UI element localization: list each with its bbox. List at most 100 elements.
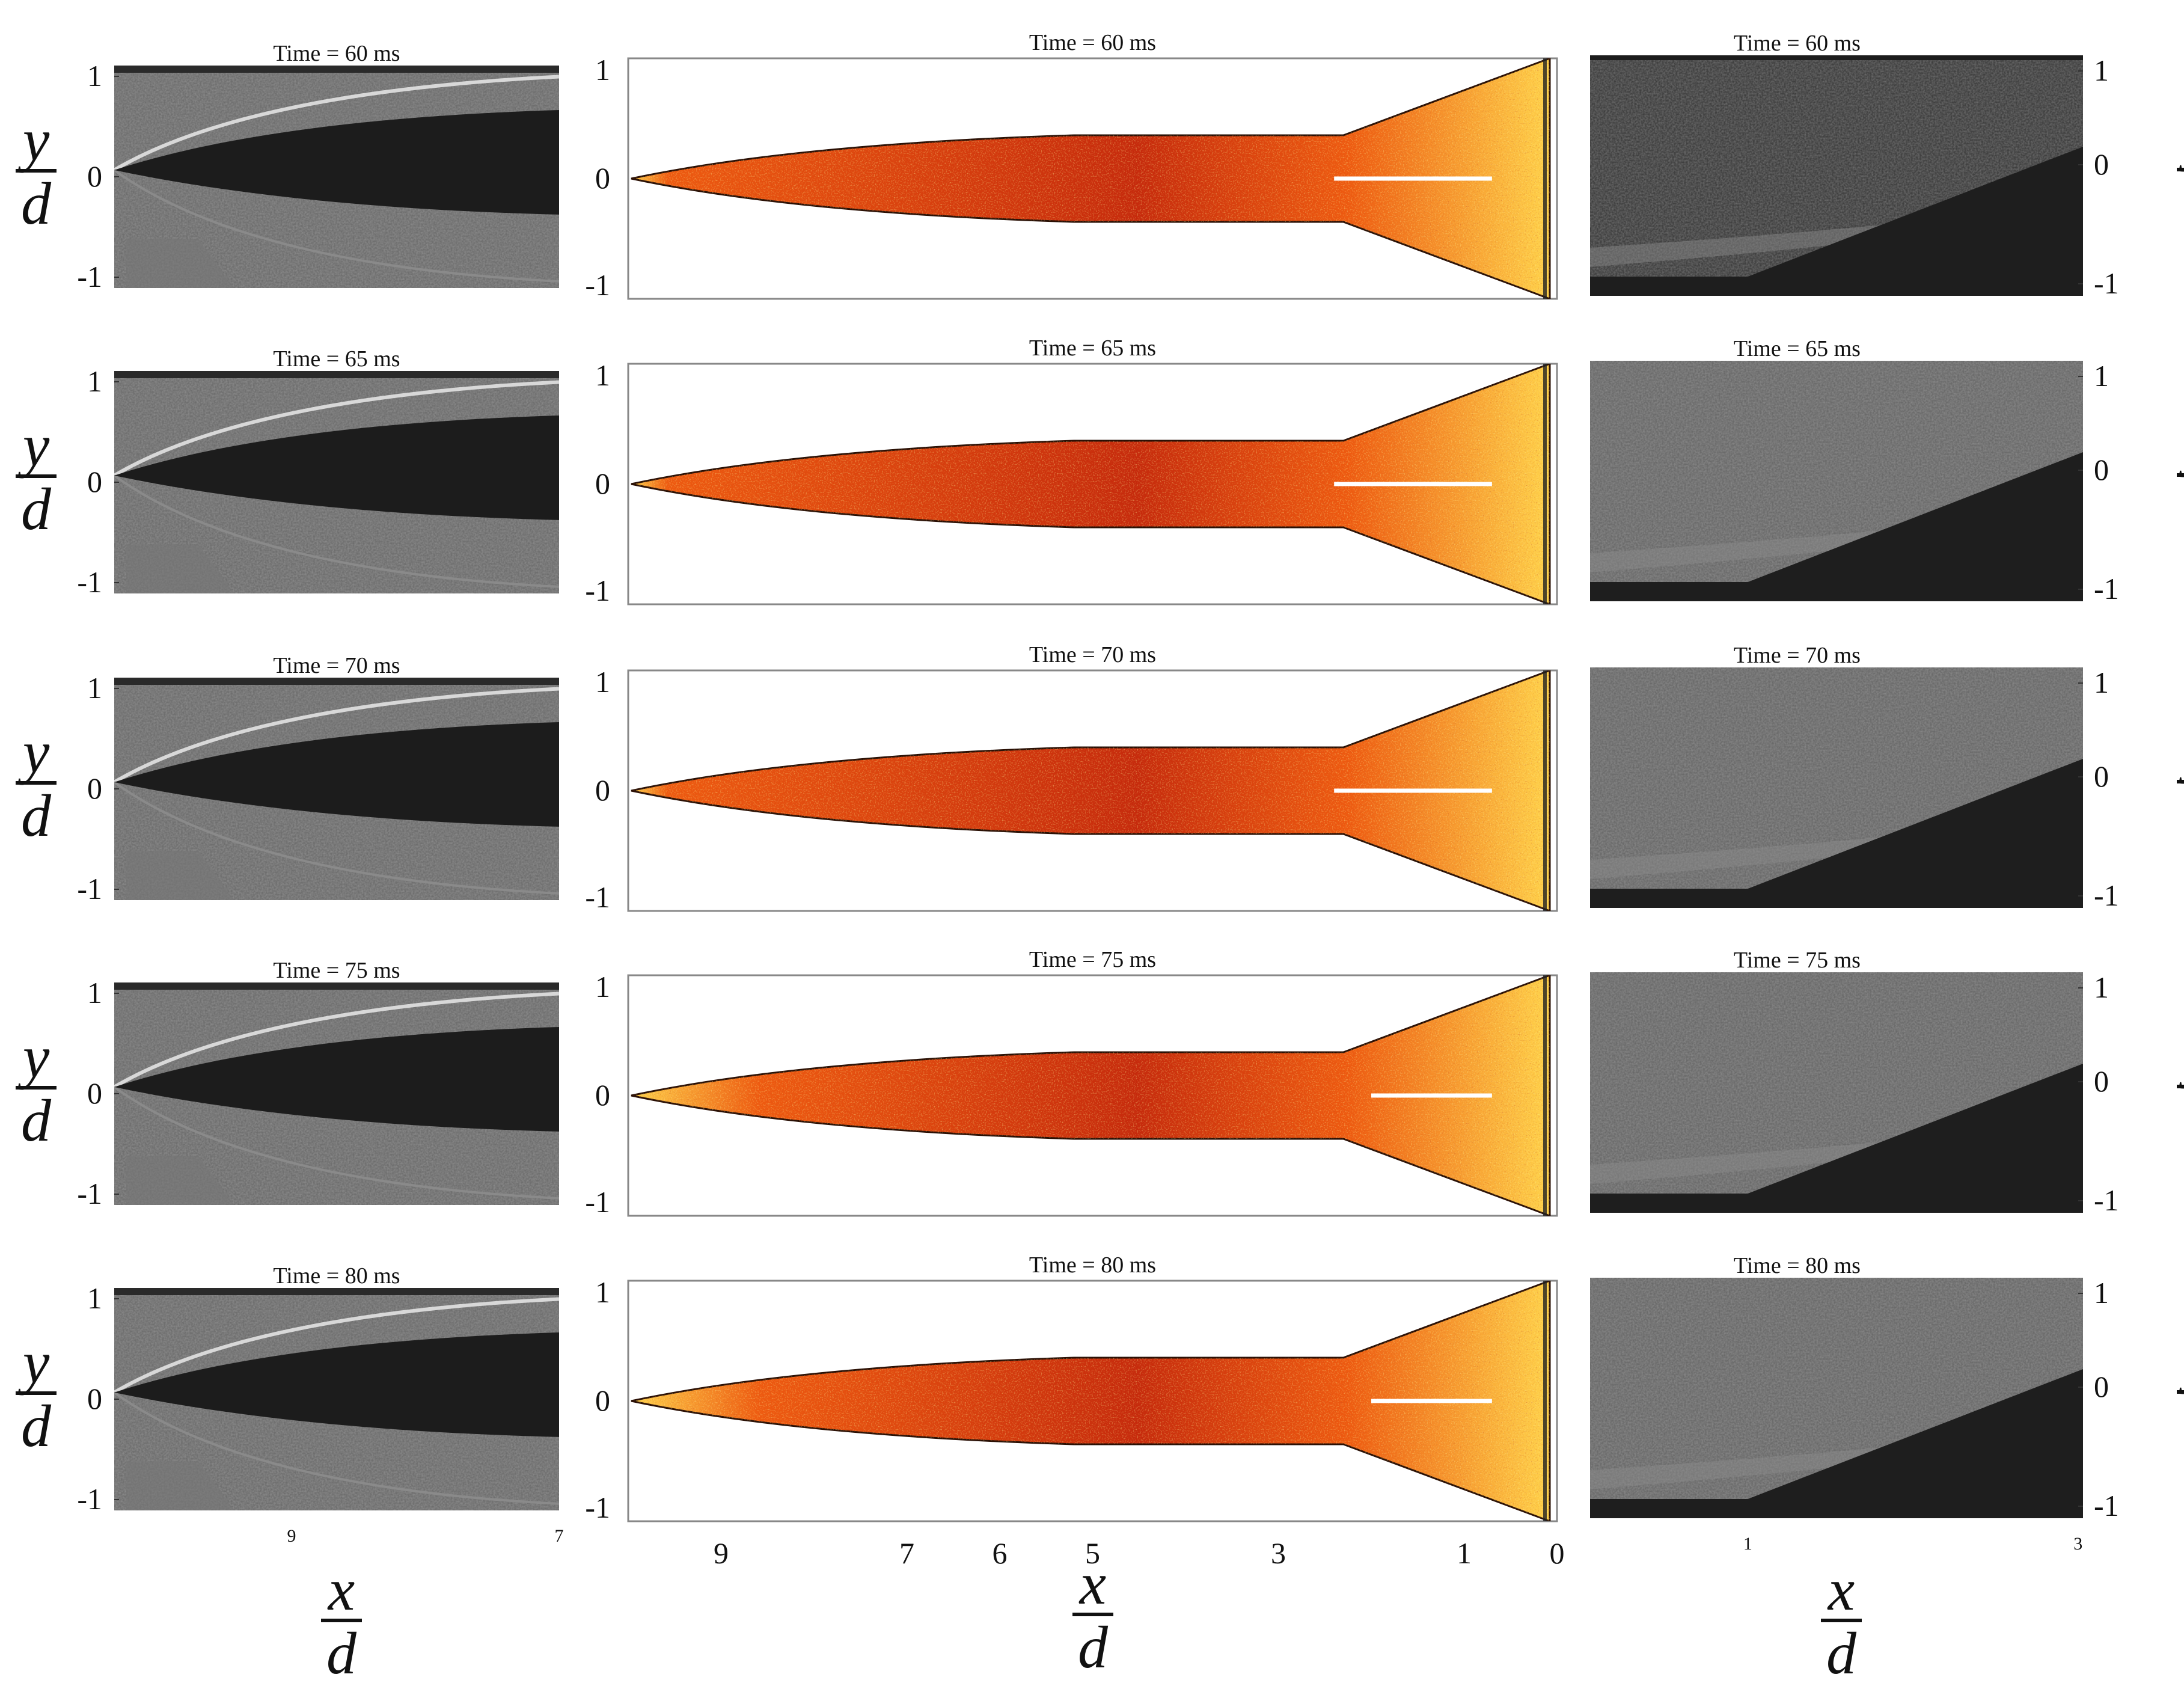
y-tick-label: 0 <box>87 1076 102 1110</box>
y-tick-label: -1 <box>2094 572 2119 605</box>
right-panel-4: Time = 80 ms 1 0 -1 yd 1 3 <box>1590 1253 2184 1554</box>
rocket-image <box>631 670 1551 911</box>
left-panel-image <box>114 1288 559 1510</box>
rocket-speckle-dark <box>631 670 1550 911</box>
y-axis-label-numerator: y <box>2179 1022 2184 1089</box>
top-dark-edge <box>114 66 559 73</box>
left-panel-image <box>114 982 559 1205</box>
y-tick-label: 0 <box>87 771 102 805</box>
y-tick-label: 0 <box>595 1384 610 1417</box>
y-axis-label-numerator: y <box>17 412 50 479</box>
y-axis-label-numerator: y <box>2179 105 2184 172</box>
x-tick-label: 0 <box>1550 1536 1565 1570</box>
y-tick-label: 1 <box>2094 666 2109 699</box>
shock-line-upper <box>114 380 559 477</box>
panel-title: Time = 80 ms <box>273 1263 400 1289</box>
y-tick-label: -1 <box>77 872 102 906</box>
panel-title: Time = 70 ms <box>273 653 400 678</box>
x-axis-label-middle: xd <box>1072 1550 1113 1681</box>
y-axis-label-numerator: y <box>17 1329 50 1396</box>
y-tick-label: 1 <box>595 665 610 699</box>
rocket-speckle-dark <box>631 58 1550 299</box>
y-tick-label: -1 <box>585 1491 610 1524</box>
y-tick-label: 1 <box>87 59 102 93</box>
y-tick-label: 1 <box>595 970 610 1004</box>
y-axis-label-denominator: d <box>21 1087 52 1154</box>
texture-patch <box>126 239 234 288</box>
y-axis-label: yd <box>16 1329 57 1459</box>
y-axis-label-numerator: y <box>17 719 50 785</box>
right-panel-2: Time = 70 ms 1 0 -1 yd <box>1590 643 2184 912</box>
left-panel-2: Time = 70 ms 1 0 -1 yd <box>16 653 559 906</box>
y-tick-label: 0 <box>87 159 102 193</box>
y-tick-label: 0 <box>2094 1064 2109 1098</box>
right-panel-0: Time = 60 ms 1 0 -1 yd <box>1590 31 2184 300</box>
y-axis-label-numerator: y <box>2179 1328 2184 1394</box>
y-tick-label: 1 <box>595 1275 610 1309</box>
y-axis-label-denominator: d <box>2182 781 2184 848</box>
middle-panel-4: Time = 80 ms 1 0 -1 9 7 6 5 3 1 0 <box>585 1252 1564 1570</box>
y-axis-label-denominator: d <box>21 1393 52 1459</box>
y-axis-label: yd <box>16 719 57 849</box>
x-tick-label: 1 <box>1743 1534 1752 1554</box>
tail-body <box>1590 452 2083 601</box>
y-tick-label: 1 <box>2094 970 2109 1004</box>
nose-body <box>114 1027 559 1132</box>
flow-band <box>1590 224 1896 267</box>
rocket-speckle-dark <box>631 364 1550 604</box>
y-tick-label: 1 <box>595 358 610 392</box>
rocket-image <box>631 58 1551 299</box>
y-tick-label: 0 <box>595 1078 610 1112</box>
y-axis-label-denominator: d <box>2182 474 2184 541</box>
flow-band <box>1590 836 1896 879</box>
shock-line-upper <box>114 1297 559 1394</box>
x-axis-label-left: xd <box>321 1556 362 1687</box>
panel-title: Time = 60 ms <box>273 41 400 66</box>
left-panel-image <box>114 678 559 900</box>
y-axis-label: yd <box>16 412 57 542</box>
y-tick-label: -1 <box>585 574 610 607</box>
x-tick-label: 9 <box>714 1536 729 1570</box>
middle-panel-0: Time = 60 ms 1 0 -1 <box>585 30 1558 302</box>
panel-title: Time = 80 ms <box>1029 1252 1156 1278</box>
y-tick-label: 0 <box>2094 453 2109 486</box>
tail-body <box>1590 1064 2083 1213</box>
panel-title: Time = 60 ms <box>1029 30 1156 55</box>
right-panel-image <box>1590 1278 2083 1518</box>
y-tick-label: 1 <box>2094 54 2109 87</box>
y-axis-label-denominator: d <box>2182 1391 2184 1458</box>
right-panel-3: Time = 75 ms 1 0 -1 yd <box>1590 948 2184 1217</box>
y-axis-label-numerator: y <box>17 106 50 173</box>
y-axis-label-numerator: y <box>2179 717 2184 784</box>
x-tick-label: 9 <box>287 1526 296 1546</box>
middle-panel-3: Time = 75 ms 1 0 -1 <box>585 947 1558 1219</box>
shock-line-lower <box>114 169 559 283</box>
right-panel-image <box>1590 361 2083 601</box>
y-axis-label-denominator: d <box>2182 169 2184 236</box>
y-tick-label: 1 <box>87 976 102 1010</box>
left-panel-4: Time = 80 ms 1 0 -1 yd 9 7 <box>16 1263 564 1546</box>
nose-body <box>114 415 559 520</box>
left-panel-image <box>114 371 559 593</box>
panel-title: Time = 75 ms <box>273 958 400 983</box>
y-tick-label: 0 <box>2094 147 2109 181</box>
left-panel-0: Time = 60 ms 1 0 -1 yd <box>16 41 559 293</box>
x-tick-label: 7 <box>899 1536 914 1570</box>
y-tick-label: -1 <box>585 268 610 302</box>
rocket-image <box>631 364 1551 604</box>
x-axis-label-right-denominator: d <box>1826 1620 1857 1687</box>
y-axis-label-denominator: d <box>21 476 52 542</box>
shock-line-lower <box>114 1391 559 1505</box>
x-tick-label: 6 <box>993 1536 1008 1570</box>
y-tick-label: 1 <box>87 364 102 398</box>
y-tick-label: 0 <box>595 773 610 807</box>
panel-title: Time = 60 ms <box>1734 31 1861 56</box>
y-tick-label: -1 <box>2094 266 2119 300</box>
panel-title: Time = 70 ms <box>1734 643 1861 668</box>
y-axis-label: yd <box>2177 717 2184 848</box>
x-axis-label-middle-denominator: d <box>1078 1614 1109 1681</box>
top-dark-edge <box>1590 55 2083 60</box>
rocket-speckle-dark <box>631 1281 1550 1521</box>
middle-panel-2: Time = 70 ms 1 0 -1 <box>585 642 1558 914</box>
shock-line-lower <box>114 474 559 588</box>
